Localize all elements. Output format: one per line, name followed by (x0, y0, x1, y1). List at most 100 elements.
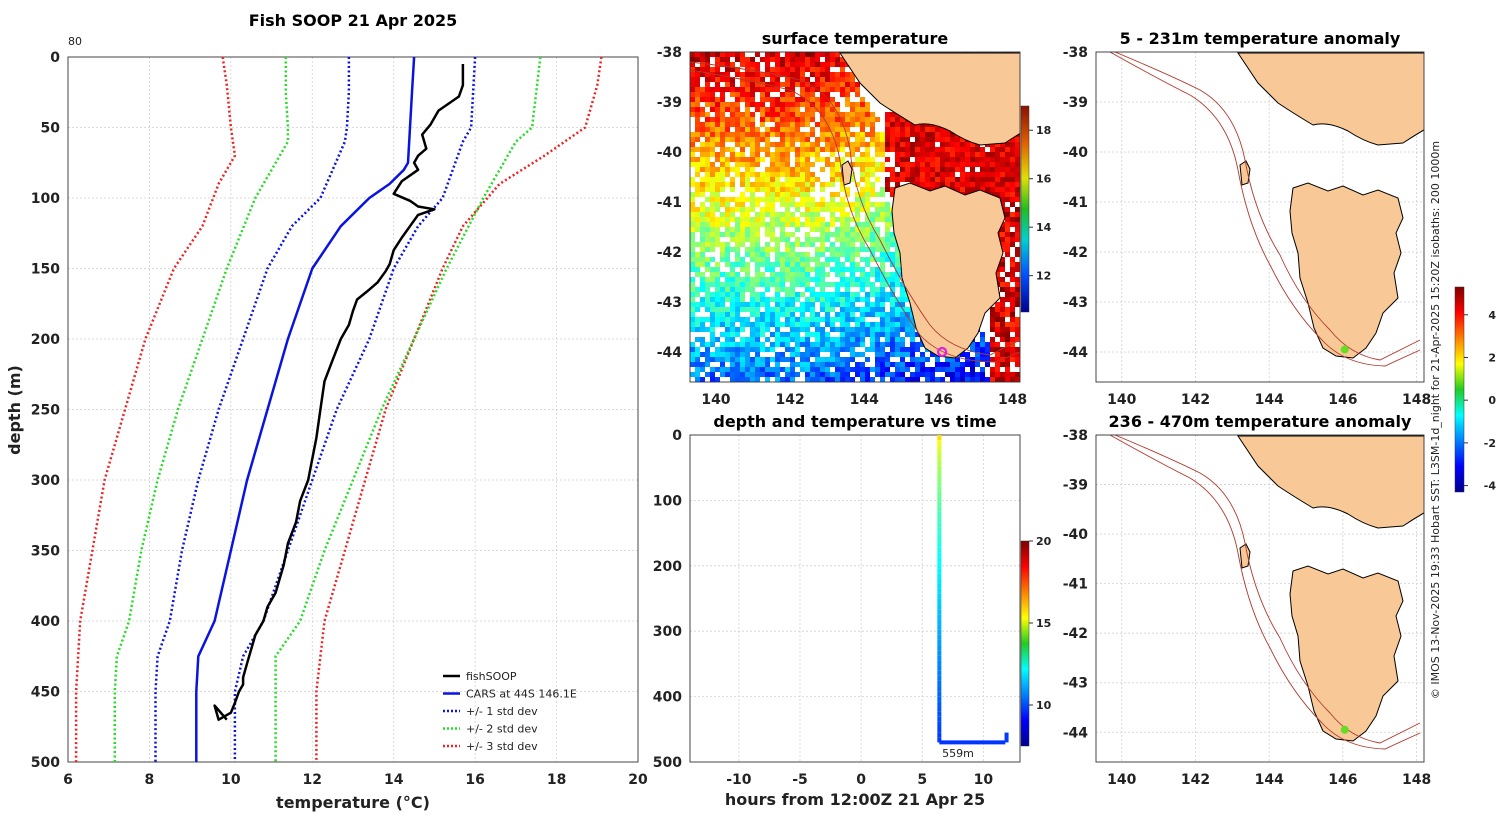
sst-cell (830, 362, 835, 367)
sst-cell (750, 202, 755, 207)
sst-cell (830, 127, 835, 132)
sst-cell (815, 357, 820, 362)
sst-cell (720, 302, 725, 307)
sst-cell (855, 292, 860, 297)
profile-xtick-label: 8 (145, 772, 155, 788)
sst-cell (720, 362, 725, 367)
sst-cell (915, 127, 920, 132)
sst-cell (755, 212, 760, 217)
sst-cell (895, 347, 900, 352)
sst-cell (730, 217, 735, 222)
sst-cell (785, 202, 790, 207)
sst-cell (960, 167, 965, 172)
sst-cell (915, 152, 920, 157)
sst-cell (735, 287, 740, 292)
sst-cell (715, 307, 720, 312)
sst-cell (990, 152, 995, 157)
sst-cell (820, 357, 825, 362)
sst-cell (820, 327, 825, 332)
sst-cell (860, 307, 865, 312)
sst-cell (790, 327, 795, 332)
sst-cell (795, 137, 800, 142)
sst-cell (715, 262, 720, 267)
sst-cell (755, 257, 760, 262)
sst-cell (700, 262, 705, 267)
sst-cell (875, 257, 880, 262)
sst-cell (735, 282, 740, 287)
sst-cell (780, 152, 785, 157)
sst-cell (920, 352, 925, 357)
sst-cell (860, 247, 865, 252)
sst-cell (810, 352, 815, 357)
sst-cell (785, 242, 790, 247)
anomaly-deep-title: 236 - 470m temperature anomaly (1109, 412, 1412, 431)
sst-cell (830, 377, 835, 382)
sst-cell (755, 187, 760, 192)
sst-cell (835, 372, 840, 377)
sst-cell (755, 302, 760, 307)
sst-cell (845, 362, 850, 367)
sst-cell (710, 267, 715, 272)
sst-cell (690, 82, 695, 87)
surface-colorbar-label: 16 (1036, 173, 1052, 186)
sst-cell (745, 282, 750, 287)
sst-cell (750, 282, 755, 287)
sst-cell (845, 242, 850, 247)
legend-label: CARS at 44S 146.1E (466, 688, 577, 701)
sst-cell (785, 287, 790, 292)
sst-cell (960, 182, 965, 187)
sst-cell (745, 72, 750, 77)
sst-cell (895, 252, 900, 257)
sst-cell (835, 247, 840, 252)
sst-cell (840, 332, 845, 337)
sst-cell (800, 67, 805, 72)
sst-cell (915, 347, 920, 352)
sst-cell (980, 332, 985, 337)
sst-cell (865, 167, 870, 172)
sst-cell (865, 372, 870, 377)
sst-cell (825, 257, 830, 262)
sst-cell (775, 252, 780, 257)
depth-time-ytick-label: 200 (653, 559, 682, 575)
sst-cell (1015, 197, 1020, 202)
sst-cell (780, 257, 785, 262)
sst-cell (725, 207, 730, 212)
sst-cell (855, 142, 860, 147)
sst-cell (775, 182, 780, 187)
sst-cell (850, 152, 855, 157)
sst-cell (790, 72, 795, 77)
sst-cell (760, 257, 765, 262)
sst-cell (870, 242, 875, 247)
sst-cell (825, 292, 830, 297)
sst-cell (750, 167, 755, 172)
sst-cell (745, 197, 750, 202)
profile-ytick-label: 100 (31, 191, 60, 207)
sst-cell (880, 142, 885, 147)
sst-cell (790, 372, 795, 377)
sst-cell (860, 312, 865, 317)
sst-cell (765, 172, 770, 177)
sst-cell (870, 267, 875, 272)
sst-cell (845, 317, 850, 322)
sst-cell (715, 192, 720, 197)
sst-cell (870, 167, 875, 172)
sst-cell (720, 367, 725, 372)
sst-cell (805, 122, 810, 127)
sst-cell (805, 222, 810, 227)
surface-ytick-label: -39 (657, 95, 682, 111)
sst-cell (710, 317, 715, 322)
sst-cell (830, 317, 835, 322)
sst-cell (820, 332, 825, 337)
sst-cell (720, 257, 725, 262)
sst-cell (720, 187, 725, 192)
sst-cell (700, 157, 705, 162)
sst-cell (745, 172, 750, 177)
sst-cell (725, 327, 730, 332)
depth-time-xtick-label: 10 (974, 772, 994, 788)
sst-cell (800, 132, 805, 137)
sst-cell (915, 147, 920, 152)
sst-cell (760, 177, 765, 182)
sst-cell (835, 272, 840, 277)
sst-cell (995, 322, 1000, 327)
sst-cell (930, 167, 935, 172)
